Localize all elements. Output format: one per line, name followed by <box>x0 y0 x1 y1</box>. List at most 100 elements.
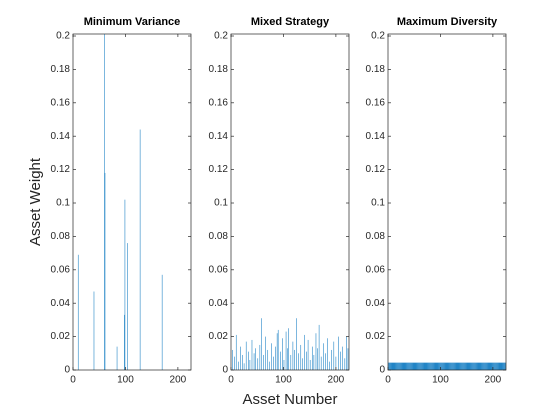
x-tick-label: 0 <box>385 375 391 386</box>
y-tick-label: 0.08 <box>51 231 71 242</box>
bar <box>453 362 455 370</box>
bar <box>455 362 457 370</box>
bar <box>414 362 416 370</box>
bar <box>458 362 460 370</box>
bar <box>0 363 1 370</box>
bar <box>423 362 424 370</box>
bar <box>411 362 413 370</box>
bar <box>0 363 1 370</box>
bar <box>434 362 436 370</box>
bar <box>451 362 452 370</box>
bar <box>491 362 493 370</box>
bar <box>483 362 485 370</box>
y-tick-label: 0.02 <box>51 331 71 342</box>
bar <box>463 362 465 370</box>
bar <box>443 362 445 370</box>
bar <box>461 362 463 370</box>
bar <box>456 362 458 370</box>
bar <box>505 362 506 370</box>
bar <box>438 362 440 370</box>
bar <box>471 362 473 370</box>
bar <box>431 362 433 370</box>
bar <box>427 362 428 370</box>
bar <box>242 354 243 370</box>
y-tick-label: 0.02 <box>366 331 386 342</box>
bar <box>428 362 429 370</box>
bar <box>495 362 496 370</box>
bar <box>486 362 488 370</box>
y-tick-label: 0.14 <box>366 131 386 142</box>
bar <box>436 362 438 370</box>
bar <box>443 362 444 370</box>
y-tick-label: 0.2 <box>56 31 70 42</box>
bar <box>494 362 495 370</box>
bar <box>452 362 453 370</box>
bar <box>459 362 461 370</box>
bar <box>479 362 481 370</box>
bar <box>435 362 437 370</box>
bar <box>392 362 394 370</box>
bar <box>420 362 421 370</box>
chart-title: Mixed Strategy <box>251 16 330 28</box>
bar <box>409 362 411 370</box>
bar <box>451 362 453 370</box>
bar <box>423 362 425 370</box>
bar <box>457 362 459 370</box>
bar <box>463 362 464 370</box>
chart-title: Minimum Variance <box>84 16 181 28</box>
bar <box>416 362 418 370</box>
y-tick-label: 0.06 <box>51 264 71 275</box>
bar <box>401 362 403 370</box>
bar <box>460 362 461 370</box>
bar <box>408 362 410 370</box>
bar <box>395 362 396 370</box>
bar <box>279 351 281 370</box>
bar <box>418 362 420 370</box>
bar <box>471 362 472 370</box>
bar <box>489 362 491 370</box>
chart-title: Maximum Diversity <box>397 16 498 28</box>
bar <box>496 362 498 370</box>
bar <box>300 344 302 370</box>
bar <box>325 353 326 370</box>
bar <box>255 348 256 370</box>
bar <box>267 349 269 370</box>
bar <box>77 254 79 370</box>
bar <box>0 363 1 370</box>
bar <box>390 362 392 370</box>
y-tick-label: 0.1 <box>371 198 385 209</box>
bar <box>407 362 409 370</box>
bar <box>395 362 397 370</box>
bar <box>493 362 495 370</box>
bar <box>482 362 483 370</box>
bar <box>394 362 396 370</box>
bar <box>470 362 471 370</box>
y-tick-label: 0.1 <box>56 198 70 209</box>
bar <box>467 362 469 370</box>
bar <box>416 362 417 370</box>
bar <box>448 362 449 370</box>
bar <box>482 362 484 370</box>
bar <box>504 362 505 370</box>
bar <box>478 362 480 370</box>
bar <box>393 362 395 370</box>
bar <box>406 362 407 370</box>
bar <box>331 349 332 370</box>
bar <box>465 362 466 370</box>
bar <box>450 362 452 370</box>
bar <box>335 356 337 370</box>
bar <box>422 362 424 370</box>
y-tick-label: 0.18 <box>209 64 229 75</box>
bar <box>388 362 390 370</box>
y-tick-label: 0.08 <box>366 231 386 242</box>
bar <box>468 362 470 370</box>
bar <box>388 362 389 370</box>
bar <box>340 351 341 370</box>
bar <box>413 362 414 370</box>
bar <box>318 324 320 370</box>
bar <box>466 362 467 370</box>
bar <box>480 362 482 370</box>
y-tick-label: 0.14 <box>209 131 229 142</box>
bar <box>489 362 491 370</box>
